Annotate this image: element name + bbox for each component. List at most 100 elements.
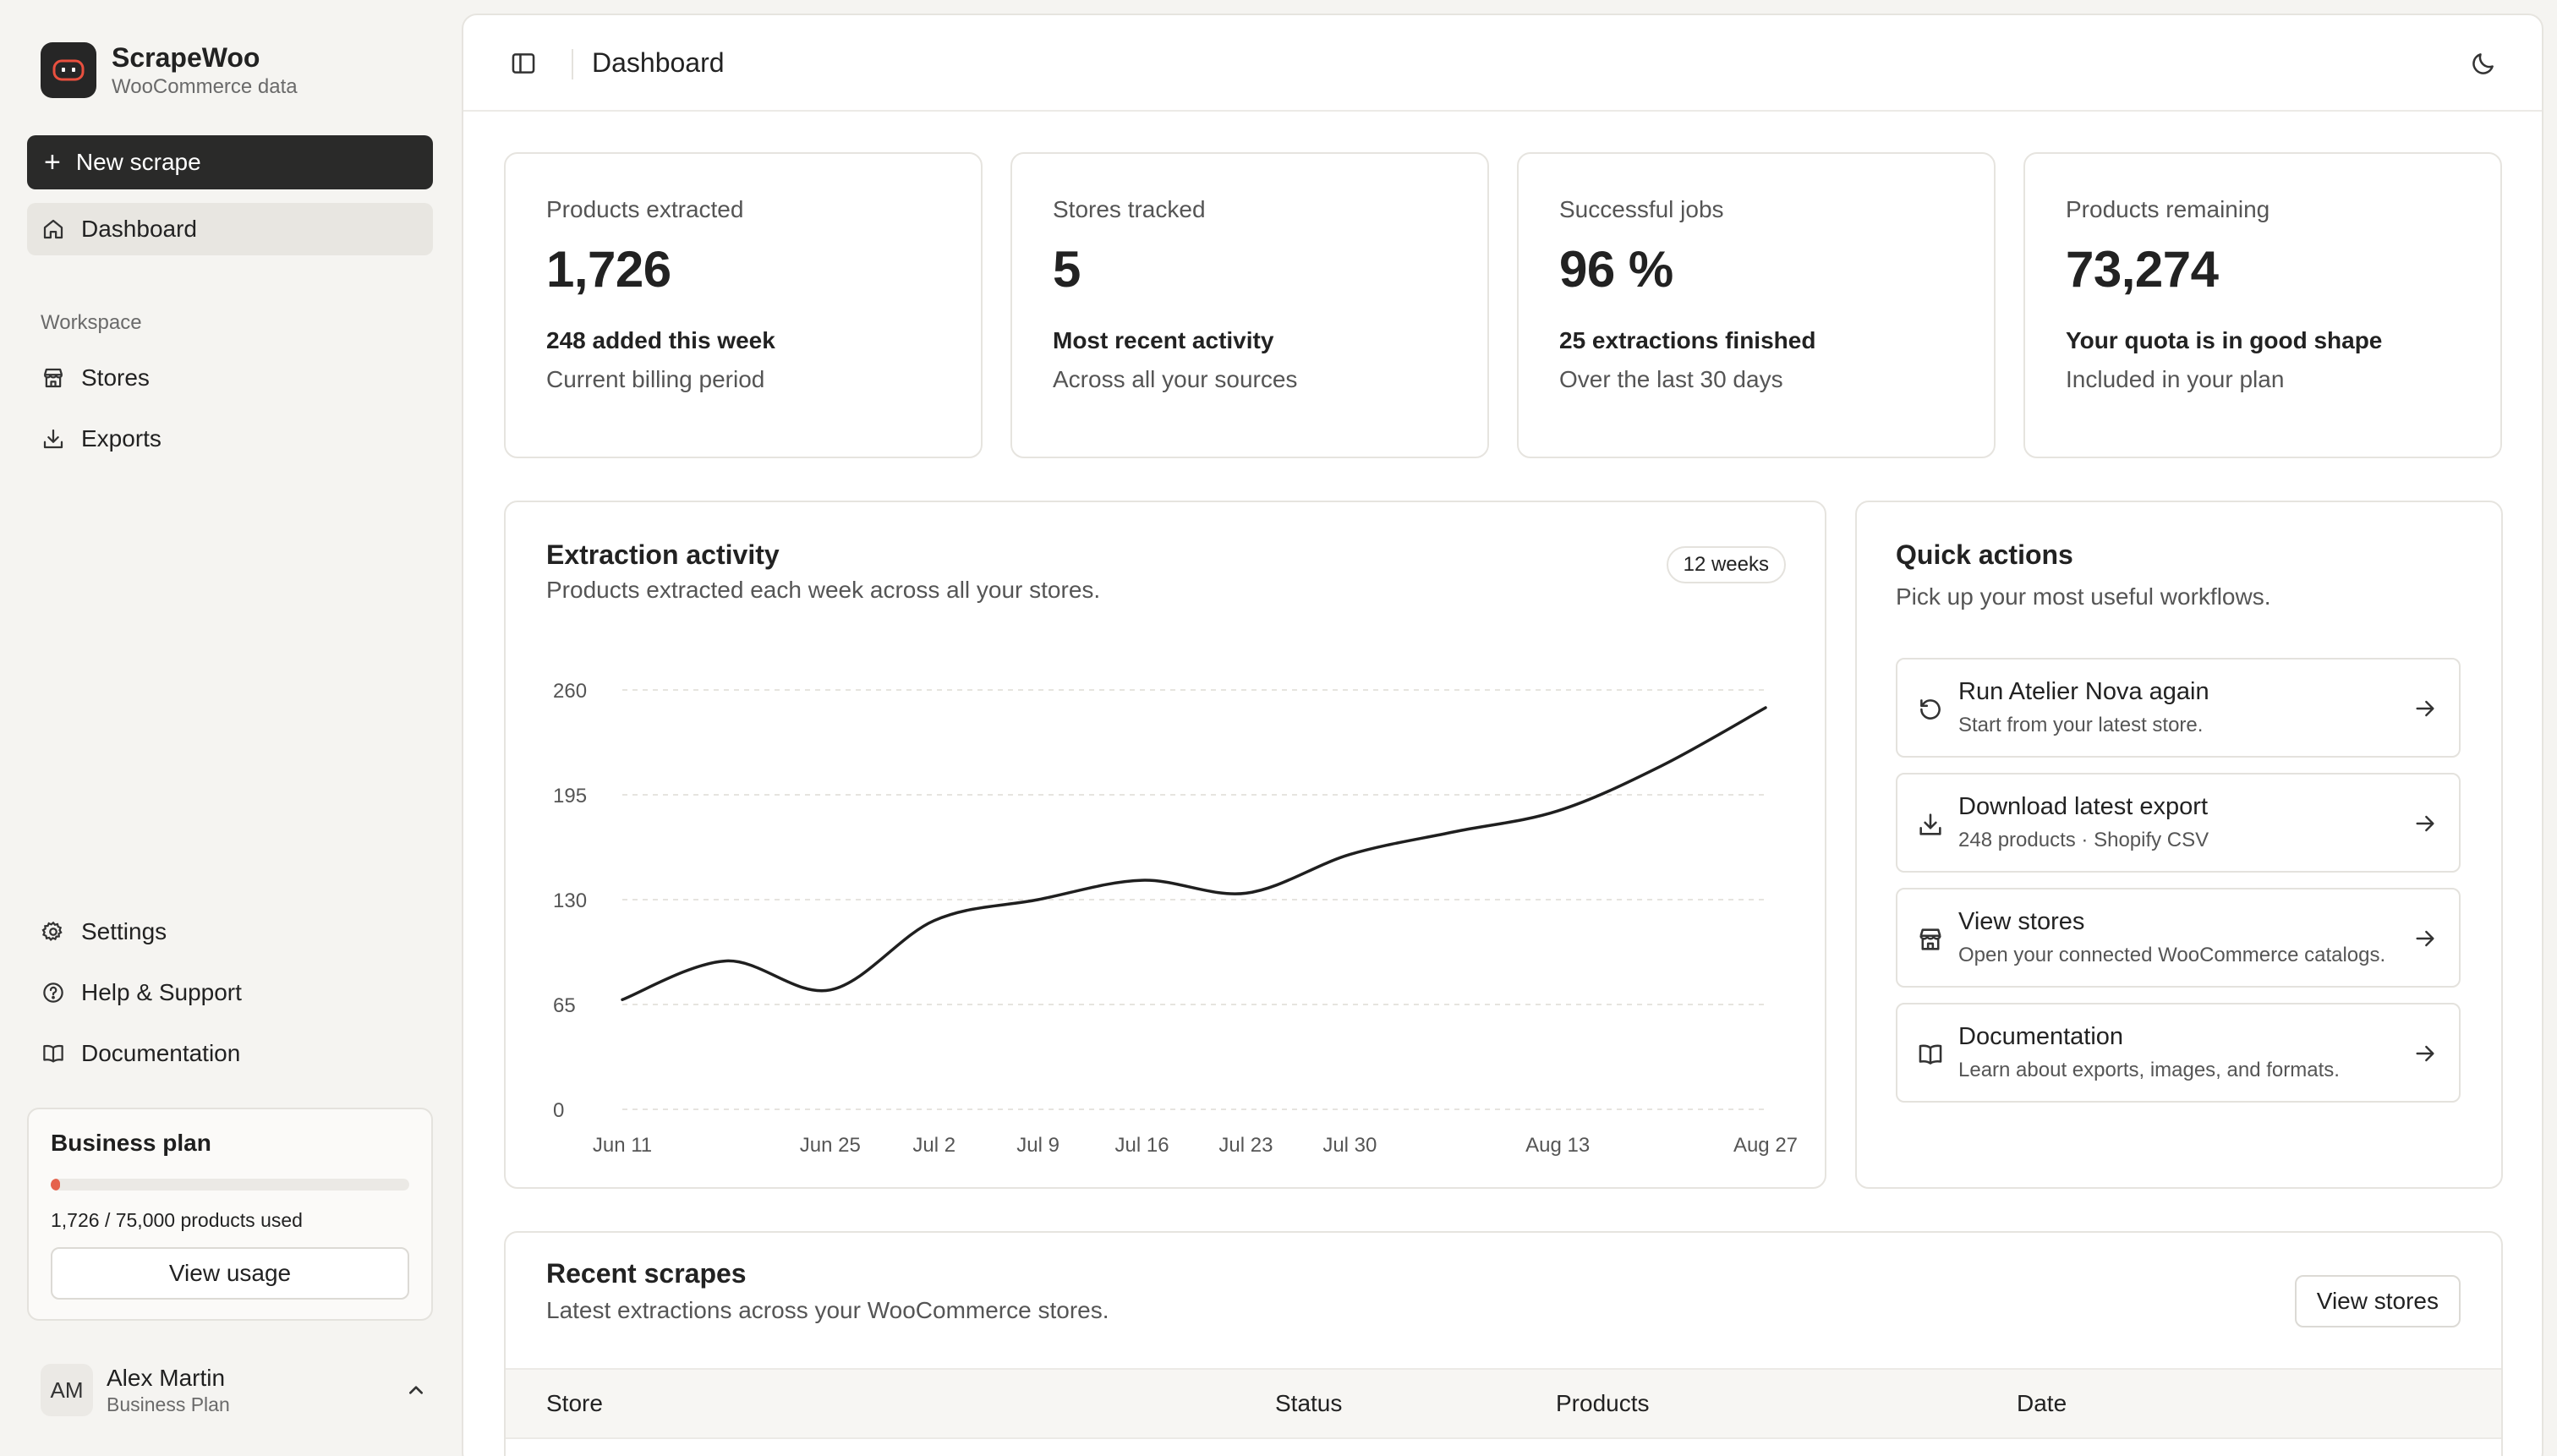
stat-value: 96 % xyxy=(1559,241,1673,298)
arrow-right-icon xyxy=(2416,1045,2434,1062)
quick-action-desc: Learn about exports, images, and formats… xyxy=(1958,1059,2340,1081)
stat-value: 73,274 xyxy=(2066,241,2219,298)
y-tick-label: 260 xyxy=(553,680,587,703)
download-icon xyxy=(43,429,63,449)
quick-action-title: Download latest export xyxy=(1958,793,2208,820)
sidebar: ScrapeWoo WooCommerce data + New scrape … xyxy=(0,0,462,1456)
quick-action-desc: Open your connected WooCommerce catalogs… xyxy=(1958,944,2386,966)
sidebar-item-settings[interactable]: Settings xyxy=(27,906,433,958)
column-header-status[interactable]: Status xyxy=(1275,1390,1343,1416)
quick-action-title: View stores xyxy=(1958,908,2085,935)
extraction-activity-card: Extraction activity Products extracted e… xyxy=(504,501,1826,1189)
home-icon xyxy=(43,219,63,239)
stat-label: Products remaining xyxy=(2066,196,2270,222)
x-tick-label: Jun 25 xyxy=(800,1134,861,1157)
new-scrape-button[interactable]: + New scrape xyxy=(27,135,433,189)
x-tick-label: Jul 23 xyxy=(1218,1134,1273,1157)
store-icon xyxy=(43,368,63,388)
stat-sub: Included in your plan xyxy=(2066,366,2285,392)
sidebar-item-stores[interactable]: Stores xyxy=(27,352,433,404)
moon-icon[interactable] xyxy=(2469,49,2498,78)
avatar: AM xyxy=(41,1364,93,1416)
store-icon xyxy=(1919,928,1941,950)
sidebar-item-help[interactable]: Help & Support xyxy=(27,966,433,1019)
quick-action-download-export[interactable]: Download latest export 248 products · Sh… xyxy=(1896,773,2461,873)
sidebar-item-documentation[interactable]: Documentation xyxy=(27,1027,433,1080)
plan-usage-text: 1,726 / 75,000 products used xyxy=(51,1209,303,1231)
chevron-up-icon[interactable] xyxy=(402,1377,430,1404)
sidebar-item-label: Settings xyxy=(81,918,167,944)
book-icon xyxy=(43,1044,63,1063)
stat-sub: Over the last 30 days xyxy=(1559,366,1783,392)
card-subtitle: Pick up your most useful workflows. xyxy=(1896,583,2271,610)
stat-label: Products extracted xyxy=(546,196,744,222)
range-badge[interactable]: 12 weeks xyxy=(1666,546,1786,583)
section-label-workspace: Workspace xyxy=(41,311,142,334)
x-tick-label: Jun 11 xyxy=(593,1134,652,1157)
y-tick-label: 0 xyxy=(553,1099,564,1122)
column-header-date[interactable]: Date xyxy=(2017,1390,2067,1416)
stat-note: 25 extractions finished xyxy=(1559,327,1816,353)
sidebar-item-label: Documentation xyxy=(81,1040,241,1066)
quick-action-documentation[interactable]: Documentation Learn about exports, image… xyxy=(1896,1003,2461,1103)
sidebar-toggle-icon[interactable] xyxy=(509,49,538,78)
view-stores-button[interactable]: View stores xyxy=(2294,1275,2461,1327)
top-bar: Dashboard xyxy=(463,15,2542,112)
plan-usage-fill xyxy=(51,1179,60,1191)
plus-icon: + xyxy=(44,146,61,178)
quick-actions-card: Quick actions Pick up your most useful w… xyxy=(1855,501,2503,1189)
quick-action-desc: 248 products · Shopify CSV xyxy=(1958,829,2209,851)
stat-sub: Across all your sources xyxy=(1053,366,1298,392)
gear-icon xyxy=(41,921,63,941)
stat-note: Your quota is in good shape xyxy=(2066,327,2383,353)
series-line xyxy=(621,706,1767,1002)
plan-title: Business plan xyxy=(51,1130,211,1156)
user-menu[interactable]: AM Alex Martin Business Plan xyxy=(41,1363,430,1417)
x-tick-label: Aug 27 xyxy=(1733,1134,1798,1157)
y-tick-label: 195 xyxy=(553,785,587,807)
main-panel: Dashboard Products extracted 1,726 248 a… xyxy=(462,14,2543,1456)
x-tick-label: Jul 9 xyxy=(1016,1134,1059,1157)
help-circle-icon xyxy=(43,983,63,1003)
sidebar-item-exports[interactable]: Exports xyxy=(27,413,433,465)
stat-label: Stores tracked xyxy=(1053,196,1206,222)
page-title: Dashboard xyxy=(592,47,725,78)
sidebar-item-label: Exports xyxy=(81,425,162,452)
stat-card-products-remaining: Products remaining 73,274 Your quota is … xyxy=(2023,152,2502,458)
brand-name: ScrapeWoo xyxy=(112,42,260,73)
column-header-products[interactable]: Products xyxy=(1556,1390,1650,1416)
quick-action-run-again[interactable]: Run Atelier Nova again Start from your l… xyxy=(1896,658,2461,758)
sidebar-item-label: Dashboard xyxy=(81,216,197,242)
sidebar-item-dashboard[interactable]: Dashboard xyxy=(27,203,433,255)
quick-action-title: Run Atelier Nova again xyxy=(1958,678,2209,705)
activity-line-chart: 0 65 130 195 260 Jun 11 Jun 25 Jul 2 Jul 9 Jul 16… xyxy=(553,680,1798,1157)
download-icon xyxy=(1919,813,1941,835)
recent-scrapes-card: Recent scrapes Latest extractions across… xyxy=(504,1231,2503,1456)
x-tick-label: Jul 30 xyxy=(1322,1134,1377,1157)
stat-sub: Current billing period xyxy=(546,366,765,392)
user-name: Alex Martin xyxy=(107,1365,226,1391)
stat-value: 5 xyxy=(1053,241,1081,298)
divider xyxy=(572,49,573,79)
quick-action-view-stores[interactable]: View stores Open your connected WooComme… xyxy=(1896,888,2461,988)
sidebar-item-label: Stores xyxy=(81,364,150,391)
arrow-right-icon xyxy=(2416,700,2434,717)
card-title: Quick actions xyxy=(1896,539,2073,570)
arrow-right-icon xyxy=(2416,815,2434,832)
card-title: Extraction activity xyxy=(546,539,780,570)
x-tick-label: Aug 13 xyxy=(1525,1134,1590,1157)
y-tick-label: 130 xyxy=(553,889,587,912)
quick-action-desc: Start from your latest store. xyxy=(1958,714,2204,736)
view-usage-button[interactable]: View usage xyxy=(51,1247,409,1300)
user-plan: Business Plan xyxy=(107,1393,230,1415)
arrow-right-icon xyxy=(2416,930,2434,947)
plan-card: Business plan 1,726 / 75,000 products us… xyxy=(27,1108,433,1321)
refresh-icon xyxy=(1920,699,1941,720)
stat-value: 1,726 xyxy=(546,241,671,298)
card-title: Recent scrapes xyxy=(546,1258,747,1289)
brand[interactable]: ScrapeWoo WooCommerce data xyxy=(41,41,298,100)
x-tick-label: Jul 2 xyxy=(912,1134,955,1157)
column-header-store[interactable]: Store xyxy=(546,1390,603,1416)
plan-usage-bar xyxy=(51,1179,409,1191)
stat-card-products-extracted: Products extracted 1,726 248 added this … xyxy=(504,152,983,458)
